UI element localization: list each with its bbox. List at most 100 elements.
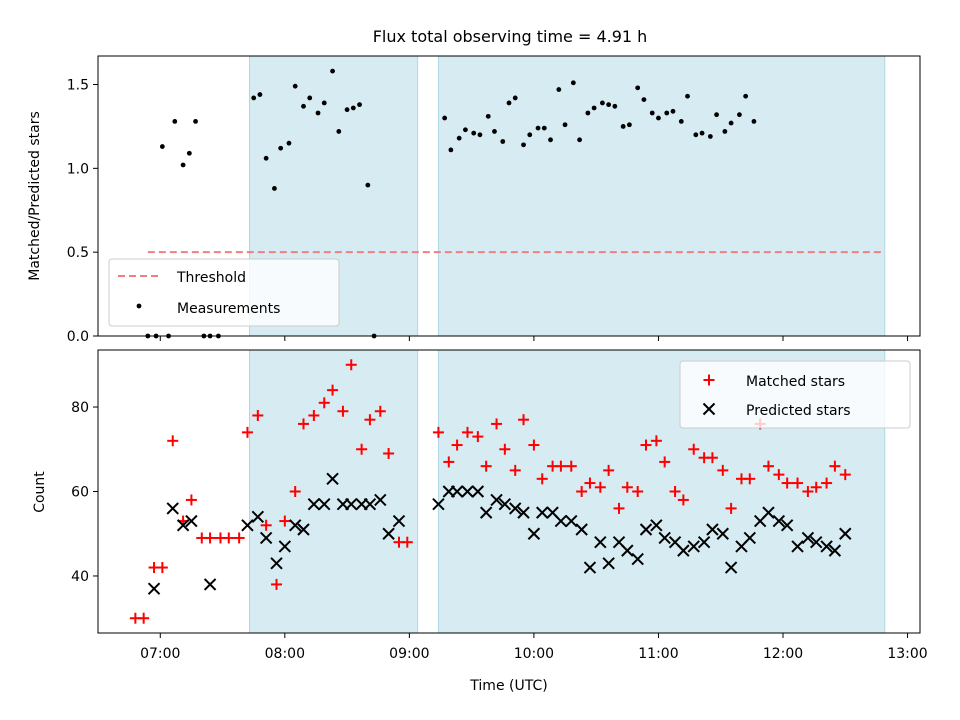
- matched-star-point: [480, 460, 492, 472]
- chart-title: Flux total observing time = 4.91 h: [373, 27, 648, 46]
- predicted-star-point: [602, 557, 615, 570]
- top-legend-box: [108, 258, 340, 327]
- measurement-point: [357, 102, 362, 108]
- matched-star-point: [374, 405, 386, 417]
- matched-star-point: [241, 426, 253, 438]
- predicted-star-point: [241, 519, 254, 532]
- measurement-point: [463, 127, 468, 133]
- predicted-star-point: [450, 485, 464, 498]
- measurement-point: [541, 125, 547, 131]
- measurement-point: [365, 182, 371, 188]
- predicted-star-point: [176, 519, 190, 532]
- measurement-point: [527, 132, 533, 138]
- predicted-star-point: [479, 506, 493, 519]
- predicted-star-point: [471, 485, 485, 498]
- count-marks: [129, 359, 852, 624]
- predicted-star-point: [490, 493, 503, 507]
- predicted-star-point: [554, 514, 568, 528]
- measurement-point: [477, 132, 483, 138]
- matched-star-point: [555, 460, 567, 472]
- measurement-point: [344, 107, 350, 113]
- matched-star-point: [156, 562, 168, 574]
- predicted-star-point: [259, 531, 273, 545]
- ratio-marks: [145, 68, 885, 339]
- predicted-star-point: [432, 497, 445, 511]
- predicted-star-point: [801, 531, 815, 545]
- measurement-point: [272, 186, 277, 191]
- measurement-point: [562, 122, 568, 128]
- measurement-point: [728, 120, 734, 126]
- measurement-point: [292, 83, 298, 89]
- top-axes-frame: [97, 55, 921, 337]
- predicted-star-point: [345, 497, 358, 511]
- matched-star-point: [706, 452, 718, 464]
- predicted-star-point: [536, 506, 549, 519]
- measurement-point: [707, 134, 713, 139]
- x-tick-label: 12:00: [763, 646, 803, 662]
- bottom-x-axis: 07:00 08:00 09:00 10:00 11:00 12:00 13:00: [140, 633, 928, 662]
- predicted-star-point: [621, 544, 634, 557]
- matched-star-point: [762, 460, 774, 472]
- measurement-point: [649, 110, 655, 116]
- matched-star-point: [518, 414, 530, 426]
- measurement-point: [257, 92, 263, 97]
- matched-star-point: [298, 418, 309, 430]
- matched-star-point: [345, 359, 357, 371]
- predicted-star-point: [203, 578, 217, 591]
- predicted-star-point: [527, 527, 541, 540]
- x-tick-label: 10:00: [514, 646, 554, 662]
- matched-star-point: [594, 481, 606, 493]
- measurement-point: [685, 93, 690, 99]
- matched-star-point: [669, 486, 681, 497]
- matched-star-point: [337, 405, 349, 417]
- measurement-point: [635, 85, 641, 91]
- measurement-point: [471, 130, 477, 136]
- measurement-point: [656, 115, 661, 121]
- y-tick-label: 80: [71, 400, 89, 416]
- measurement-point: [307, 95, 313, 101]
- measurement-point: [670, 108, 676, 114]
- predicted-star-point: [639, 523, 653, 536]
- measurement-point: [556, 87, 562, 92]
- predicted-star-point: [147, 582, 161, 595]
- measurement-point: [172, 118, 178, 124]
- x-tick-label: 11:00: [638, 646, 678, 662]
- matched-star-point: [271, 578, 283, 590]
- x-tick-label: 13:00: [887, 646, 927, 662]
- matched-star-point: [688, 443, 700, 455]
- predicted-star-point: [687, 540, 700, 553]
- measurements-legend-swatch: [136, 303, 142, 309]
- matched-star-point: [443, 456, 455, 468]
- predicted-star-point: [650, 519, 663, 532]
- matched-star-point: [536, 473, 548, 485]
- measurement-point: [737, 112, 742, 118]
- measurement-point: [456, 135, 462, 141]
- matched-star-point: [839, 469, 851, 481]
- measurement-point: [193, 118, 198, 124]
- measurement-point: [600, 100, 605, 106]
- y-tick-label: 60: [71, 485, 89, 501]
- ratio-panel: Flux total observing time = 4.91 h 0.00.…: [27, 27, 921, 345]
- matched-legend-swatch: [703, 374, 715, 386]
- measurement-point: [251, 95, 257, 101]
- measurement-point: [693, 132, 699, 138]
- predicted-star-point: [307, 497, 321, 511]
- matched-star-point: [364, 414, 376, 426]
- measurement-point: [263, 155, 269, 161]
- predicted-star-point: [583, 561, 597, 574]
- matched-star-point: [802, 486, 814, 497]
- predicted-star-point: [166, 502, 179, 515]
- measurement-point: [301, 103, 306, 109]
- predicted-legend-swatch: [702, 402, 716, 416]
- measurement-point: [535, 125, 541, 131]
- measurement-point: [743, 93, 749, 99]
- matched-star-point: [491, 418, 503, 430]
- predicted-star-point: [575, 523, 588, 536]
- matched-star-point: [829, 460, 841, 472]
- predicted-star-point: [791, 540, 804, 553]
- matched-star-point: [584, 477, 596, 489]
- measurement-point: [321, 100, 327, 106]
- matched-star-point: [279, 515, 291, 527]
- matched-star-point: [528, 439, 540, 451]
- matched-star-point: [499, 443, 511, 455]
